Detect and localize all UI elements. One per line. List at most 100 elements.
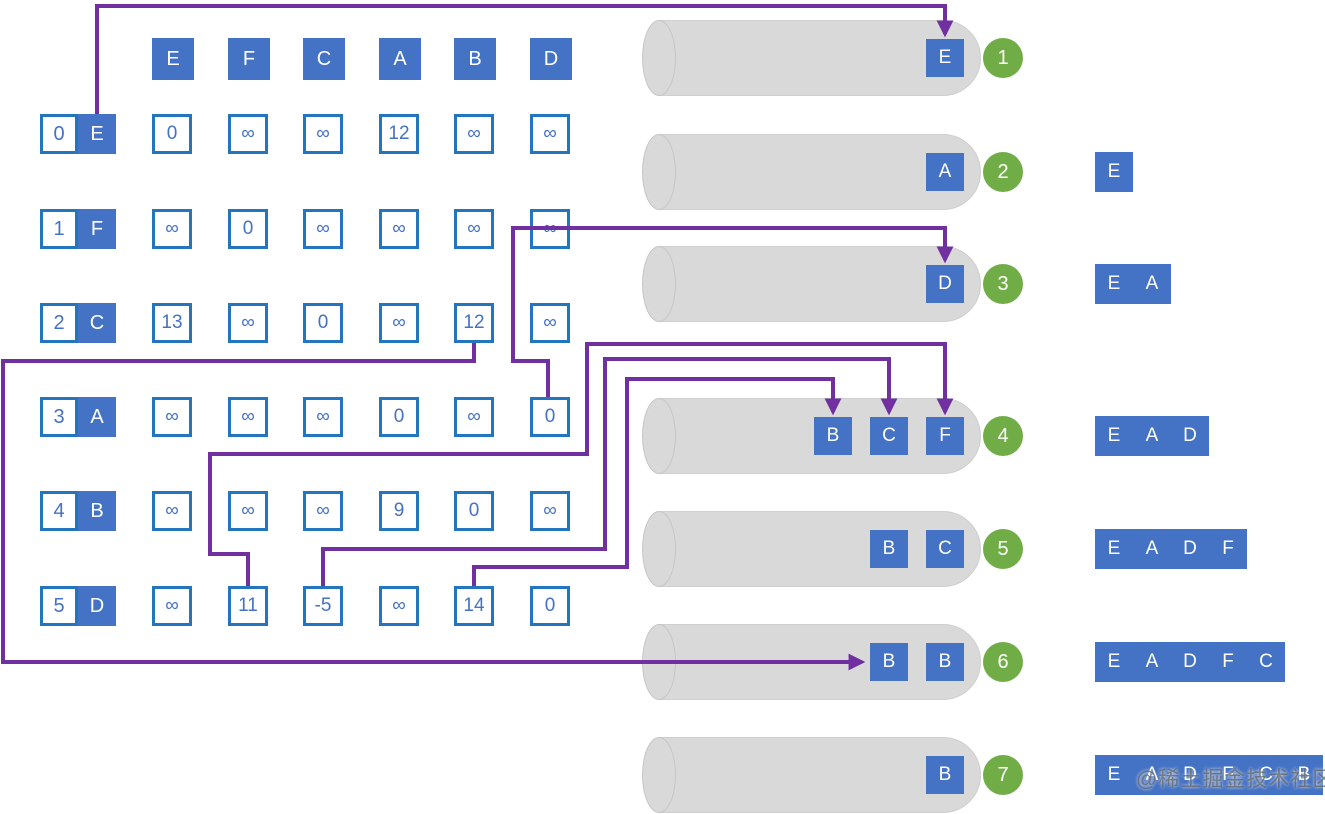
visited-letter: B <box>1297 764 1311 785</box>
matrix-cell: 0 <box>303 303 343 343</box>
watermark: @稀土掘金技术社区 <box>1136 768 1325 791</box>
queue-item: C <box>870 417 908 455</box>
visited-letter: E <box>1107 273 1121 294</box>
matrix-row-index: 1 <box>40 209 78 249</box>
matrix-cell: 11 <box>228 586 268 626</box>
matrix-cell: ∞ <box>379 209 419 249</box>
step-badge: 2 <box>983 152 1023 192</box>
matrix-cell: ∞ <box>152 209 192 249</box>
visited-list: E A D F C B <box>1095 755 1323 795</box>
matrix-row-label: D <box>78 586 116 626</box>
visited-letter: A <box>1145 538 1159 559</box>
matrix-cell: 13 <box>152 303 192 343</box>
matrix-row-index: 4 <box>40 491 78 531</box>
step-badge: 5 <box>983 529 1023 569</box>
matrix-cell: ∞ <box>379 586 419 626</box>
step-badge: 6 <box>983 642 1023 682</box>
matrix-cell: ∞ <box>530 491 570 531</box>
visited-letter: D <box>1183 651 1197 672</box>
visited-letter: A <box>1145 764 1159 785</box>
matrix-cell: 0 <box>454 491 494 531</box>
visited-letter: D <box>1183 425 1197 446</box>
matrix-row-index: 3 <box>40 397 78 437</box>
matrix-col-header: A <box>379 38 421 80</box>
queue-item: B <box>814 417 852 455</box>
cylinder-cap <box>642 246 676 322</box>
arrow-c-b-to-queue6 <box>1 343 866 671</box>
matrix-cell: ∞ <box>228 114 268 154</box>
matrix-cell: ∞ <box>228 397 268 437</box>
matrix-col-header: F <box>228 38 270 80</box>
matrix-cell: ∞ <box>454 397 494 437</box>
cylinder-cap <box>642 398 676 474</box>
matrix-cell: ∞ <box>303 491 343 531</box>
step-badge: 4 <box>983 416 1023 456</box>
visited-letter: E <box>1107 651 1121 672</box>
matrix-col-header: C <box>303 38 345 80</box>
matrix-row-label: B <box>78 491 116 531</box>
matrix-col-header: B <box>454 38 496 80</box>
matrix-row-label: F <box>78 209 116 249</box>
cylinder-cap <box>642 134 676 210</box>
visited-list: E A D <box>1095 416 1209 456</box>
visited-letter: E <box>1107 161 1121 182</box>
matrix-cell: ∞ <box>228 491 268 531</box>
matrix-cell: ∞ <box>152 586 192 626</box>
visited-letter: C <box>1259 764 1273 785</box>
matrix-cell: ∞ <box>379 303 419 343</box>
matrix-row-label: A <box>78 397 116 437</box>
matrix-cell: 0 <box>530 397 570 437</box>
cylinder-cap <box>642 624 676 700</box>
matrix-cell: 9 <box>379 491 419 531</box>
matrix-cell: 0 <box>379 397 419 437</box>
matrix-cell: 14 <box>454 586 494 626</box>
visited-letter: F <box>1222 651 1234 672</box>
matrix-cell: 0 <box>152 114 192 154</box>
step-badge: 3 <box>983 264 1023 304</box>
matrix-row-index: 5 <box>40 586 78 626</box>
queue-item: F <box>926 417 964 455</box>
queue-item: D <box>926 265 964 303</box>
matrix-cell: ∞ <box>530 114 570 154</box>
visited-letter: A <box>1145 425 1159 446</box>
step-badge: 7 <box>983 755 1023 795</box>
visited-letter: A <box>1145 273 1159 294</box>
matrix-row-label: E <box>78 114 116 154</box>
matrix-cell: ∞ <box>303 397 343 437</box>
step-badge: 1 <box>983 38 1023 78</box>
matrix-cell: ∞ <box>530 209 570 249</box>
matrix-cell: ∞ <box>152 491 192 531</box>
queue-item: B <box>870 643 908 681</box>
matrix-cell: ∞ <box>152 397 192 437</box>
visited-list: E A D F <box>1095 529 1247 569</box>
visited-letter: D <box>1183 538 1197 559</box>
matrix-row-index: 2 <box>40 303 78 343</box>
matrix-cell: 0 <box>228 209 268 249</box>
visited-letter: F <box>1222 764 1234 785</box>
matrix-cell: 0 <box>530 586 570 626</box>
matrix-cell: -5 <box>303 586 343 626</box>
matrix-row-index: 0 <box>40 114 78 154</box>
visited-letter: F <box>1222 538 1234 559</box>
visited-letter: E <box>1107 538 1121 559</box>
matrix-cell: ∞ <box>228 303 268 343</box>
visited-letter: E <box>1107 764 1121 785</box>
visited-list: E A <box>1095 264 1171 304</box>
matrix-col-header: E <box>152 38 194 80</box>
matrix-cell: ∞ <box>303 114 343 154</box>
matrix-row-label: C <box>78 303 116 343</box>
queue-item: E <box>926 39 964 77</box>
matrix-cell: 12 <box>379 114 419 154</box>
visited-letter: A <box>1145 651 1159 672</box>
matrix-cell: ∞ <box>454 209 494 249</box>
queue-item: C <box>926 530 964 568</box>
cylinder-cap <box>642 20 676 96</box>
cylinder-cap <box>642 737 676 813</box>
visited-list: E A D F C <box>1095 642 1285 682</box>
matrix-cell: 12 <box>454 303 494 343</box>
visited-letter: E <box>1107 425 1121 446</box>
queue-item: A <box>926 153 964 191</box>
matrix-col-header: D <box>530 38 572 80</box>
queue-item: B <box>926 643 964 681</box>
